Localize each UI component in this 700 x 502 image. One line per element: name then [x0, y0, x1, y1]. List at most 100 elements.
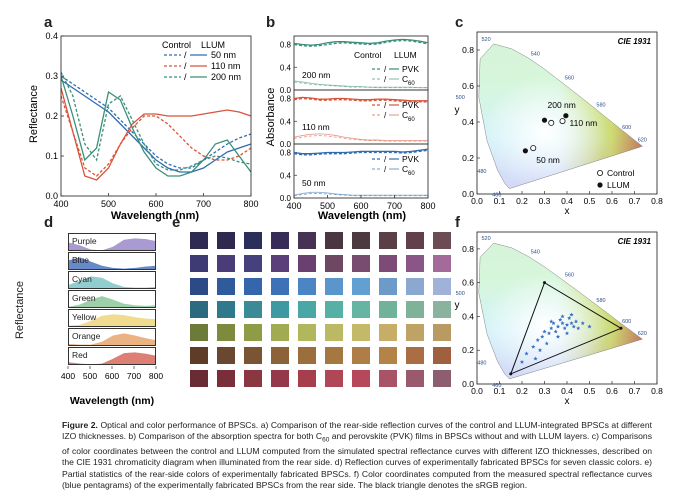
measured-color-star — [555, 324, 561, 329]
y-tick-label: 0.0 — [280, 194, 292, 203]
color-swatch — [352, 278, 370, 295]
wavelength-label: 580 — [596, 102, 605, 108]
color-swatch — [433, 301, 451, 318]
measured-color-star — [564, 331, 570, 336]
legend-separator: / — [384, 75, 387, 84]
wavelength-label: 620 — [638, 138, 647, 144]
y-tick-label: 0.0 — [462, 189, 474, 199]
y-tick-label: 0.8 — [462, 244, 474, 254]
x-tick-label: 0.7 — [629, 196, 641, 206]
color-swatch — [190, 301, 208, 318]
wavelength-label: 460 — [492, 383, 501, 389]
color-swatch — [406, 255, 424, 272]
legend-c60-sub: 60 — [408, 117, 415, 123]
wavelength-label: 500 — [456, 95, 465, 101]
color-swatch — [217, 255, 235, 272]
y-tick-label: 0.8 — [280, 95, 292, 104]
color-swatch — [244, 370, 262, 387]
legend-pvk: PVK — [402, 154, 419, 164]
color-swatch-grid — [190, 232, 451, 387]
y-tick-label: 0.3 — [45, 71, 58, 81]
color-swatch — [190, 278, 208, 295]
color-swatch — [190, 370, 208, 387]
legend-separator: / — [184, 50, 187, 60]
wavelength-label: 520 — [481, 236, 490, 242]
color-swatch — [190, 232, 208, 249]
series-line — [60, 87, 252, 181]
reflection-area — [69, 276, 155, 288]
panel-a-frame — [60, 35, 252, 197]
series-line — [293, 39, 429, 47]
color-swatch — [298, 278, 316, 295]
series-line — [293, 81, 428, 89]
color-swatch — [190, 255, 208, 272]
llum-point — [541, 117, 548, 123]
x-tick-label: 800 — [149, 371, 163, 381]
measured-color-star — [549, 326, 554, 330]
y-tick-label: 0.4 — [462, 117, 474, 127]
llum-point — [563, 113, 569, 119]
x-tick-label: 0.5 — [584, 386, 596, 396]
control-point — [548, 119, 555, 126]
strip-plot — [69, 352, 155, 364]
y-tick-label: 0.0 — [45, 191, 58, 201]
measured-color-star — [571, 324, 576, 329]
measured-color-star — [549, 319, 554, 324]
llum-point — [522, 148, 528, 154]
figure-caption: Figure 2. Optical and color performance … — [62, 420, 652, 491]
strip-plot — [69, 257, 155, 269]
color-swatch — [325, 301, 343, 318]
color-swatch — [271, 370, 289, 387]
color-swatch — [352, 255, 370, 272]
legend-control: Control — [354, 50, 382, 60]
series-line — [60, 75, 252, 177]
locus-white-center — [478, 243, 643, 379]
wavelength-label: 560 — [565, 273, 574, 279]
color-swatch — [298, 370, 316, 387]
reflection-strip-yellow: Yellow — [68, 309, 156, 327]
strip-plot — [69, 296, 155, 307]
reflection-strip-blue: Blue — [68, 252, 156, 270]
color-swatch — [406, 324, 424, 341]
panel-label-f: f — [455, 214, 460, 231]
wavelength-label: 480 — [477, 361, 486, 367]
measured-color-star — [535, 337, 540, 342]
color-swatch — [217, 347, 235, 364]
y-tick-label: 0.2 — [462, 153, 474, 163]
reflection-strip-green: Green — [68, 290, 156, 308]
locus-fill — [478, 243, 643, 379]
wavelength-label: 520 — [481, 37, 490, 43]
color-swatch — [406, 301, 424, 318]
strip-color-label: Red — [72, 350, 88, 360]
measured-color-star — [551, 321, 556, 325]
cie-title: CIE 1931 — [618, 37, 652, 46]
panel-a-chart: Reflectance Wavelength (nm) 400 500 600 700… — [28, 31, 259, 222]
measured-color-star — [567, 315, 572, 320]
caption-text-part2: and perovskite (PVK) films in BPSCs with… — [62, 431, 652, 490]
color-swatch — [271, 255, 289, 272]
control-point — [559, 118, 566, 125]
color-swatch — [244, 301, 262, 318]
legend-c60: C — [402, 110, 408, 120]
caption-text-part1: Optical and color performance of BPSCs. … — [62, 420, 652, 442]
color-swatch — [244, 324, 262, 341]
x-tick-label: 800 — [243, 199, 258, 209]
legend-series-label: 200 nm — [211, 72, 241, 82]
point-label-110nm: 110 nm — [570, 118, 598, 128]
strip-plot — [69, 333, 155, 345]
axis-xlabel: x — [565, 206, 570, 217]
strip-color-label: Blue — [72, 255, 90, 265]
color-swatch — [325, 278, 343, 295]
spectral-locus — [478, 43, 643, 189]
color-swatch — [379, 232, 397, 249]
measured-color-star — [531, 344, 536, 349]
reflection-area — [69, 333, 155, 345]
color-swatch — [244, 278, 262, 295]
panel-label-d: d — [44, 214, 54, 231]
color-swatch — [352, 301, 370, 318]
strip-color-label: Orange — [72, 331, 101, 341]
legend-llum: LLUM — [394, 50, 417, 60]
legend-c60-sub: 60 — [408, 81, 415, 87]
color-swatch — [271, 301, 289, 318]
reflection-strip-orange: Orange — [68, 328, 156, 346]
